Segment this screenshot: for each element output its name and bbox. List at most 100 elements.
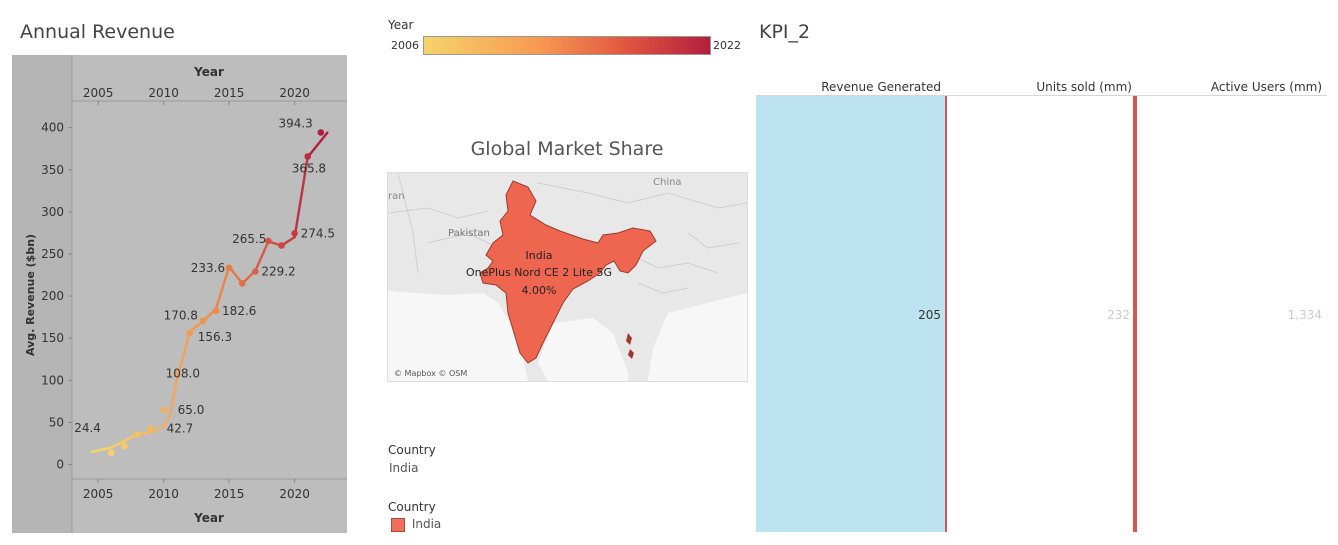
x-tick-label-bottom: 2015 [214,487,245,501]
data-label: 156.3 [198,330,232,344]
year-legend-min: 2006 [391,39,419,52]
kpi-header-revenue: Revenue Generated [821,80,941,94]
map-label-pakistan: Pakistan [448,228,490,239]
data-label: 394.3 [278,116,312,130]
revenue-point[interactable] [278,242,285,249]
x-tick-label-top: 2010 [148,86,179,100]
andaman-islands [626,333,632,345]
country-borders [388,173,747,294]
y-tick-label: 150 [41,331,64,345]
data-label: 274.5 [301,226,335,240]
revenue-point[interactable] [107,449,115,457]
country-legend-item[interactable]: India [391,517,441,532]
x-tick-label-top: 2005 [83,86,114,100]
plot-area [72,55,347,533]
data-label: 233.6 [191,261,225,275]
revenue-point[interactable] [134,430,141,438]
revenue-line-segment [149,425,165,434]
country-legend-label: Country [388,500,436,514]
annual-revenue-chart[interactable]: Year Year Avg. Revenue ($bn) 0 50 100 150 20… [12,55,347,533]
data-label: 42.7 [167,422,194,436]
revenue-line-segment [214,265,231,310]
kpi-revenue-cell[interactable] [756,96,945,532]
revenue-point[interactable] [173,370,181,377]
india-color-swatch [391,517,405,532]
y-tick-label: 0 [56,458,64,472]
y-axis-title: Avg. Revenue ($bn) [24,234,37,356]
x-tick-label-bottom: 2010 [148,487,179,501]
y-tick-label: 250 [41,247,64,261]
year-legend-gradient [423,36,711,55]
revenue-point[interactable] [265,237,272,245]
revenue-point[interactable] [317,129,325,136]
data-label: 24.4 [74,421,101,435]
revenue-line-segment [169,379,178,416]
revenue-point[interactable] [304,153,312,160]
revenue-point[interactable] [121,442,128,450]
x-axis-title-top: Year [193,65,224,79]
revenue-point[interactable] [252,268,259,275]
revenue-line-segment [90,446,113,454]
bay-of-bengal [538,318,628,381]
x-tick-label-top: 2020 [279,86,310,100]
kpi-value-revenue: 205 [918,308,941,322]
country-filter-value[interactable]: India [389,461,419,475]
data-label: 365.8 [292,161,326,175]
country-filter-label: Country [388,443,436,457]
kpi-table: Revenue Generated Units sold (mm) Active… [756,74,1327,532]
kpi-title: KPI_2 [759,21,811,43]
map-share-label: 4.00% [522,284,557,297]
data-label: 182.6 [222,304,256,318]
x-tick-label-bottom: 2020 [279,487,310,501]
revenue-line-segment [110,439,126,449]
y-tick-label: 400 [41,121,64,135]
revenue-line-segment [162,412,172,428]
revenue-line-segment [306,131,329,159]
kpi-value-units: 232 [1107,308,1130,322]
revenue-line-segment [254,240,270,273]
data-label: 229.2 [261,265,295,279]
global-market-share-map[interactable]: ran Pakistan China India OnePlus Nord CE… [387,172,748,382]
data-label: 65.0 [178,403,205,417]
x-tick-label-bottom: 2005 [83,487,114,501]
y-tick-label: 300 [41,205,64,219]
data-label: 170.8 [164,309,198,323]
nicobar-islands [628,349,634,359]
revenue-line-segment [293,155,309,239]
india-region[interactable] [479,180,657,364]
annual-revenue-title: Annual Revenue [20,21,175,43]
kpi-header-users: Active Users (mm) [1210,80,1322,94]
map-country-label: India [526,249,553,262]
map-title: Global Market Share [470,138,664,160]
year-legend-title: Year [388,18,414,32]
revenue-point[interactable] [186,329,194,337]
kpi-divider-1 [945,96,947,532]
revenue-point[interactable] [199,317,207,325]
kpi-divider-2 [1133,96,1137,532]
map-attribution: © Mapbox © OSM [394,369,467,378]
revenue-point[interactable] [160,406,167,414]
y-tick-label: 200 [41,289,64,303]
revenue-point[interactable] [212,307,220,315]
x-tick-label-top: 2015 [214,86,245,100]
revenue-point[interactable] [291,230,298,237]
kpi-header-divider [756,95,1327,96]
y-tick-label: 50 [49,415,64,429]
map-label-iran: ran [388,191,405,202]
south-china-sea [648,293,747,381]
kpi-header-units: Units sold (mm) [1036,80,1132,94]
data-label: 108.0 [166,367,200,381]
revenue-point[interactable] [147,425,154,432]
year-legend-max: 2022 [713,39,741,52]
map-product-label: OnePlus Nord CE 2 Lite 5G [466,266,612,279]
kpi-value-users: 1,334 [1287,308,1322,322]
data-label: 265.5 [232,232,266,246]
country-legend-item-label: India [411,517,442,531]
map-label-china: China [653,177,682,188]
revenue-point[interactable] [225,264,233,272]
y-tick-label: 350 [41,163,64,177]
arabian-sea [388,291,528,381]
y-tick-label: 100 [41,373,64,387]
x-axis-title-bottom: Year [193,511,224,525]
revenue-point[interactable] [238,280,246,287]
